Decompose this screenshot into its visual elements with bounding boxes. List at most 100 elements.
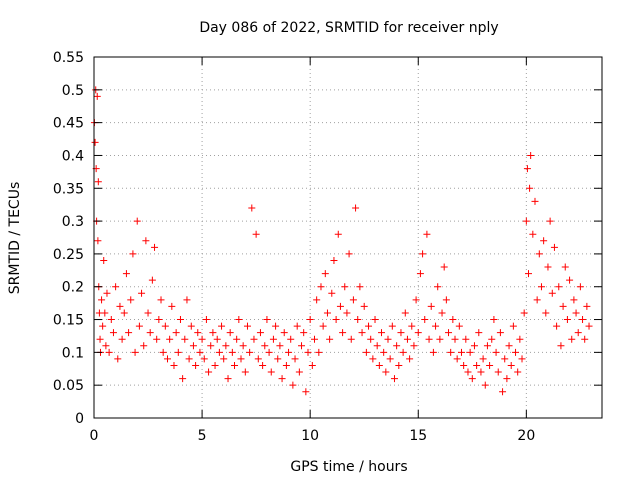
data-point	[163, 355, 171, 363]
data-point	[585, 322, 593, 330]
y-tick-label: 0.25	[53, 247, 84, 263]
data-point	[122, 270, 130, 278]
y-tick-label: 0	[75, 411, 84, 427]
data-point	[107, 316, 115, 324]
data-point	[423, 230, 431, 238]
data-point	[408, 322, 416, 330]
data-point	[317, 283, 325, 291]
data-point	[181, 335, 189, 343]
data-point	[194, 329, 202, 337]
data-point	[352, 204, 360, 212]
data-point	[384, 335, 392, 343]
y-tick-label: 0.05	[53, 378, 84, 394]
x-axis-label: GPS time / hours	[290, 459, 407, 475]
data-point	[254, 355, 262, 363]
data-point	[138, 289, 146, 297]
data-point	[486, 361, 494, 369]
data-point	[243, 322, 251, 330]
data-point	[91, 138, 99, 146]
data-point	[579, 316, 587, 324]
data-point	[127, 296, 135, 304]
data-point	[157, 296, 165, 304]
data-point	[523, 165, 531, 173]
data-point	[228, 348, 236, 356]
data-point	[96, 335, 104, 343]
data-point	[129, 250, 137, 258]
data-point	[490, 316, 498, 324]
data-point	[438, 309, 446, 317]
data-point	[581, 335, 589, 343]
data-point	[235, 316, 243, 324]
data-point	[583, 302, 591, 310]
data-point	[470, 342, 478, 350]
data-point	[118, 335, 126, 343]
data-point	[114, 355, 122, 363]
data-point	[291, 355, 299, 363]
data-point	[360, 302, 368, 310]
data-point	[507, 361, 515, 369]
data-point	[222, 342, 230, 350]
data-point	[466, 348, 474, 356]
data-point	[362, 348, 370, 356]
data-point	[183, 296, 191, 304]
data-point	[531, 197, 539, 205]
data-point	[455, 322, 463, 330]
data-point	[550, 243, 558, 251]
data-point	[488, 335, 496, 343]
data-point	[267, 368, 275, 376]
data-point	[274, 355, 282, 363]
data-point	[135, 322, 143, 330]
data-point	[349, 296, 357, 304]
data-point	[323, 309, 331, 317]
data-point	[298, 342, 306, 350]
data-point	[375, 361, 383, 369]
data-point	[321, 270, 329, 278]
data-point	[276, 342, 284, 350]
x-tick-label: 0	[90, 428, 99, 444]
data-point	[365, 322, 373, 330]
data-point	[313, 296, 321, 304]
data-point	[196, 348, 204, 356]
data-point	[358, 329, 366, 337]
data-point	[555, 283, 563, 291]
data-point	[336, 302, 344, 310]
data-point	[475, 329, 483, 337]
data-point	[429, 348, 437, 356]
data-point	[315, 348, 323, 356]
data-point	[546, 217, 554, 225]
data-point	[172, 329, 180, 337]
data-point	[343, 309, 351, 317]
data-point	[176, 316, 184, 324]
data-point	[116, 302, 124, 310]
data-point	[209, 329, 217, 337]
data-point	[403, 335, 411, 343]
data-point	[479, 355, 487, 363]
data-point	[179, 375, 187, 383]
data-point	[371, 316, 379, 324]
data-point	[535, 250, 543, 258]
data-point	[473, 361, 481, 369]
data-point	[412, 296, 420, 304]
data-point	[341, 283, 349, 291]
data-point	[131, 348, 139, 356]
data-point	[419, 250, 427, 258]
data-point	[481, 381, 489, 389]
data-point	[282, 361, 290, 369]
data-point	[399, 348, 407, 356]
data-point	[537, 283, 545, 291]
data-point	[451, 335, 459, 343]
data-point	[250, 335, 258, 343]
data-point	[241, 368, 249, 376]
data-point	[142, 237, 150, 245]
y-axis-label: SRMTID / TECUs	[7, 182, 23, 295]
y-tick-label: 0.45	[53, 116, 84, 132]
data-point	[101, 309, 109, 317]
data-point	[499, 388, 507, 396]
data-point	[289, 381, 297, 389]
data-point	[161, 322, 169, 330]
data-point	[170, 361, 178, 369]
data-point	[553, 322, 561, 330]
data-point	[263, 316, 271, 324]
y-tick-labels: 0 0.05 0.1 0.15 0.2 0.25 0.3 0.35 0.4 0.45 0.5 0.55	[53, 50, 84, 427]
data-point	[112, 283, 120, 291]
